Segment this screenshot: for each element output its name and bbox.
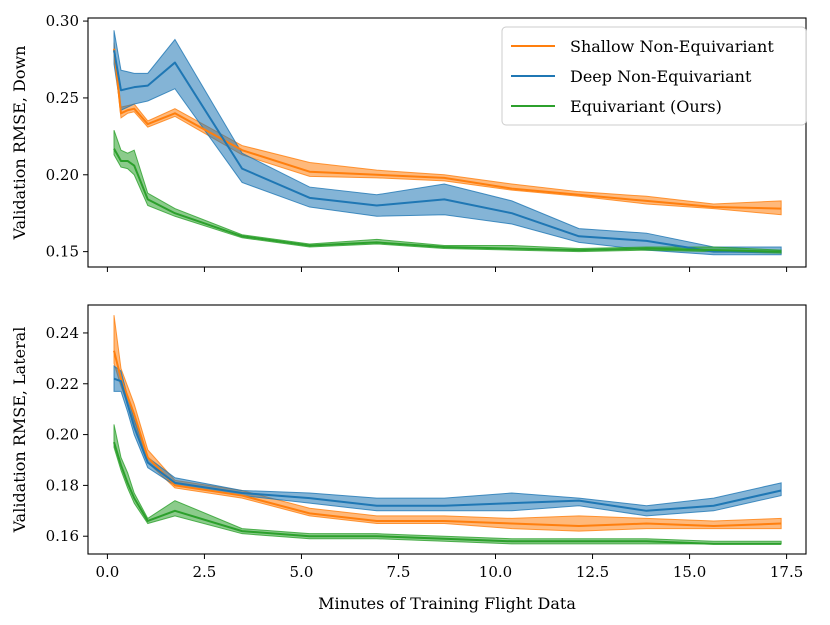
top-line-deep-non-equivariant xyxy=(113,50,782,253)
bottom-axes-frame xyxy=(87,304,807,555)
top-line-equivariant-ours xyxy=(113,148,782,253)
bottom-xlabel: Minutes of Training Flight Data xyxy=(318,594,576,613)
bottom-ytick-label: 0.22 xyxy=(46,375,79,393)
top-ylabel: Validation RMSE, Down xyxy=(10,46,29,241)
top-band-equivariant-ours xyxy=(113,130,782,254)
top-ytick-label: 0.25 xyxy=(46,89,79,107)
bottom-band-deep-non-equivariant xyxy=(113,364,782,517)
legend-label-deep-non-equivariant: Deep Non-Equivariant xyxy=(570,67,752,86)
bottom-line-equivariant-ours xyxy=(113,441,782,545)
top-band-shallow-non-equivariant xyxy=(113,42,782,216)
top-plot-area xyxy=(113,30,782,256)
top-band-deep-non-equivariant xyxy=(113,30,782,256)
bottom-ylabel: Validation RMSE, Lateral xyxy=(10,327,29,534)
top-line-shallow-non-equivariant xyxy=(113,48,782,210)
bottom-xtick-label: 17.5 xyxy=(770,563,803,581)
bottom-xtick-label: 5.0 xyxy=(290,563,314,581)
top-panel: 0.15 0.20 0.25 0.30 Validation RMSE, Down Sha… xyxy=(10,12,807,272)
legend-frame xyxy=(501,26,807,126)
bottom-xtick-label: 15.0 xyxy=(673,563,706,581)
bottom-xtick-label: 2.5 xyxy=(193,563,217,581)
bottom-ytick-label: 0.24 xyxy=(46,324,79,342)
bottom-line-deep-non-equivariant xyxy=(113,377,782,512)
legend-label-shallow-non-equivariant: Shallow Non-Equivariant xyxy=(570,37,774,56)
legend: Shallow Non-Equivariant Deep Non-Equivari… xyxy=(501,26,807,126)
bottom-ytick-label: 0.16 xyxy=(46,527,79,545)
bottom-xtick-label: 10.0 xyxy=(479,563,512,581)
bottom-xtick-label: 0.0 xyxy=(95,563,119,581)
top-axes-frame xyxy=(87,17,807,268)
top-ytick-label: 0.15 xyxy=(46,243,79,261)
bottom-ytick-label: 0.20 xyxy=(46,426,79,444)
bottom-line-shallow-non-equivariant xyxy=(113,350,782,528)
bottom-plot-area xyxy=(113,315,782,545)
top-ytick-label: 0.20 xyxy=(46,166,79,184)
bottom-xtick-label: 12.5 xyxy=(576,563,609,581)
top-ytick-label: 0.30 xyxy=(46,12,79,30)
bottom-xtick-label: 7.5 xyxy=(387,563,411,581)
legend-label-equivariant-ours: Equivariant (Ours) xyxy=(570,97,722,116)
bottom-panel: 0.0 2.5 5.0 7.5 10.0 12.5 15.0 17.5 0.16 0.18 0.20… xyxy=(10,304,807,613)
bottom-ytick-label: 0.18 xyxy=(46,476,79,494)
